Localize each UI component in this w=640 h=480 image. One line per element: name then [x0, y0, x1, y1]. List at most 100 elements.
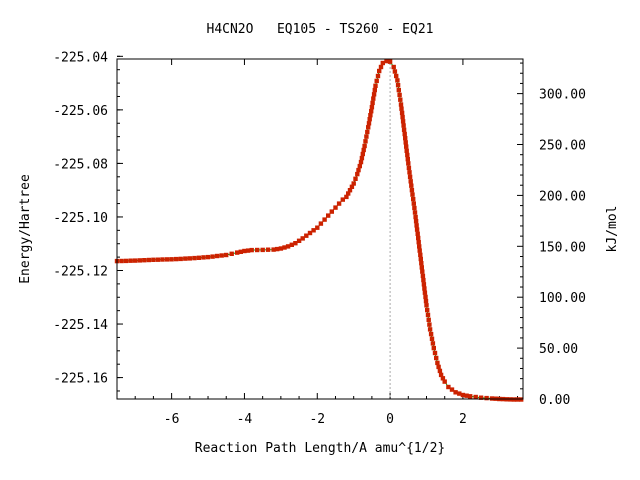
data-point — [265, 247, 271, 252]
data-point — [183, 256, 188, 261]
data-point — [427, 322, 432, 327]
y2-tick-label: 100.00 — [539, 291, 586, 306]
data-point — [478, 395, 484, 400]
data-point — [296, 238, 302, 243]
data-point — [418, 256, 423, 262]
data-point — [326, 213, 331, 218]
data-point — [160, 257, 165, 262]
data-point — [460, 392, 466, 398]
x-tick-label: -4 — [237, 412, 253, 427]
data-point — [322, 217, 327, 222]
x-tick-labels: -6 -4 -2 0 2 — [164, 412, 467, 427]
data-point — [137, 258, 142, 263]
data-point — [155, 257, 161, 262]
data-point — [311, 228, 316, 233]
data-point — [395, 78, 400, 83]
data-point — [436, 364, 441, 370]
data-point — [238, 249, 243, 254]
data-point — [449, 387, 455, 392]
data-point — [278, 246, 284, 251]
data-point — [409, 188, 415, 193]
data-point — [437, 368, 443, 374]
data-point — [422, 286, 427, 291]
data-point — [293, 241, 298, 246]
data-point — [419, 265, 424, 270]
data-point — [369, 109, 374, 114]
data-point — [446, 384, 451, 390]
data-point — [369, 105, 375, 110]
data-point — [192, 255, 197, 261]
data-point — [414, 227, 420, 232]
data-point — [394, 73, 399, 79]
data-point — [434, 355, 439, 361]
tick-marks — [116, 55, 523, 400]
y-tick-label: -225.10 — [53, 211, 108, 226]
data-point — [406, 161, 411, 166]
data-point — [424, 303, 429, 308]
data-point — [133, 258, 138, 263]
data-point — [435, 360, 440, 366]
data-point — [442, 379, 447, 384]
data-point — [391, 64, 396, 70]
y-tick-labels: -225.04 -225.06 -225.08 -225.10 -225.12 -225.… — [53, 50, 108, 386]
data-point — [359, 155, 365, 161]
energy-profile-series — [114, 58, 524, 402]
data-point — [289, 242, 294, 247]
data-point — [260, 247, 265, 253]
data-point — [426, 317, 431, 322]
data-point — [318, 221, 324, 226]
data-point — [400, 119, 406, 124]
data-point — [357, 163, 362, 169]
data-point — [407, 174, 413, 179]
data-point — [344, 194, 349, 200]
data-point — [349, 184, 355, 189]
data-point — [353, 176, 358, 181]
data-point — [377, 68, 382, 74]
data-point — [411, 196, 416, 202]
data-point — [431, 345, 436, 351]
data-point — [412, 210, 418, 215]
plot-frame — [116, 58, 524, 400]
data-point — [151, 257, 156, 262]
y2-tick-label: 300.00 — [539, 88, 586, 103]
data-point — [367, 117, 372, 122]
data-point — [405, 152, 410, 158]
series-line — [116, 60, 522, 400]
data-point — [402, 131, 407, 137]
data-point — [415, 231, 420, 236]
data-point — [351, 181, 356, 186]
data-point — [282, 245, 287, 250]
data-point — [187, 256, 192, 261]
data-point — [336, 201, 342, 206]
data-point — [395, 83, 401, 88]
data-point — [427, 327, 433, 332]
data-point — [235, 250, 240, 255]
data-point — [219, 253, 224, 258]
data-point — [417, 248, 422, 253]
data-point — [128, 258, 133, 263]
data-point — [142, 258, 147, 263]
data-point — [146, 257, 152, 263]
data-point — [210, 254, 215, 259]
y2-tick-label: 200.00 — [539, 189, 586, 204]
data-point — [453, 390, 458, 395]
data-point — [416, 240, 421, 245]
data-point — [428, 331, 434, 337]
data-point — [119, 258, 124, 264]
data-point — [409, 183, 414, 188]
data-point — [307, 230, 313, 236]
y-tick-label: -225.14 — [53, 318, 108, 333]
y2-tick-label: 0.00 — [539, 393, 570, 408]
data-point — [400, 114, 405, 120]
data-point — [196, 255, 202, 260]
data-point — [403, 136, 408, 141]
data-point — [366, 121, 372, 126]
data-point — [425, 312, 431, 318]
data-point — [425, 307, 430, 313]
y-axis-label: Energy/Hartree — [18, 174, 33, 284]
data-point — [356, 167, 361, 173]
x-tick-label: 2 — [459, 412, 467, 427]
data-point — [384, 58, 389, 64]
data-point — [169, 257, 174, 262]
data-point — [164, 257, 170, 262]
